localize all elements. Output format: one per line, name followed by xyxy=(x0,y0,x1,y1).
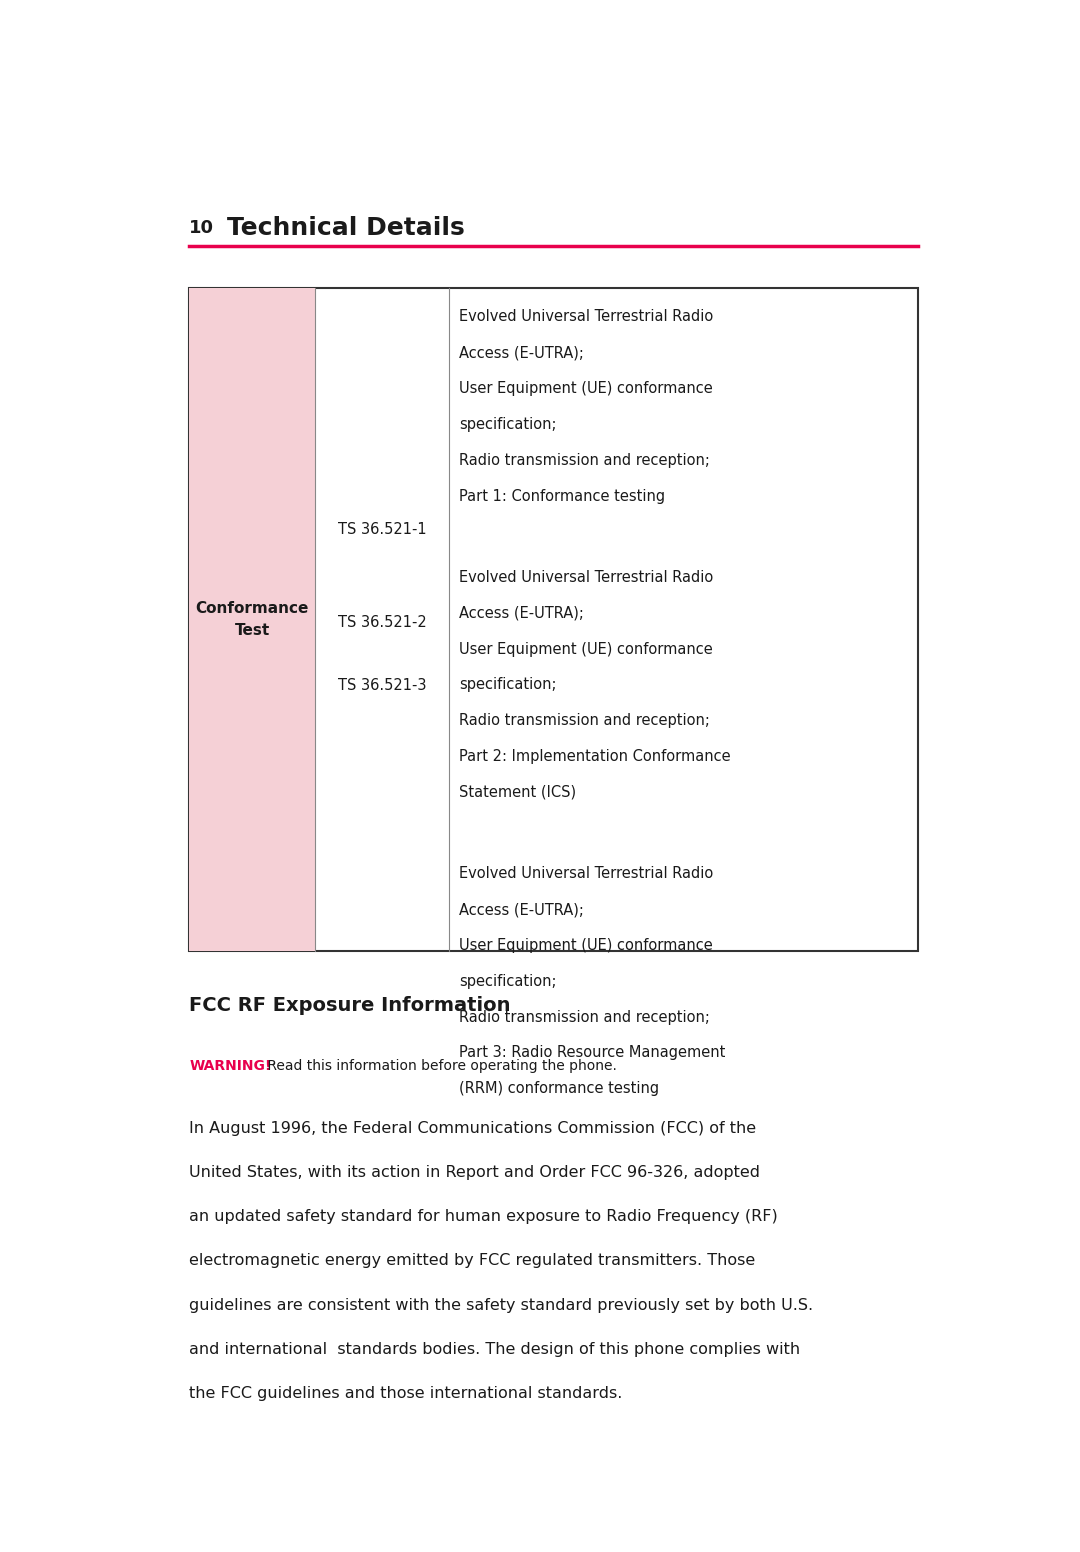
Text: Conformance
Test: Conformance Test xyxy=(195,601,309,638)
Text: and international  standards bodies. The design of this phone complies with: and international standards bodies. The … xyxy=(189,1342,800,1356)
Text: Access (E-UTRA);: Access (E-UTRA); xyxy=(459,902,584,917)
Text: WARNING!: WARNING! xyxy=(189,1058,272,1072)
Text: specification;: specification; xyxy=(459,973,556,989)
Text: the FCC guidelines and those international standards.: the FCC guidelines and those internation… xyxy=(189,1386,623,1401)
Text: Part 3: Radio Resource Management: Part 3: Radio Resource Management xyxy=(459,1046,726,1060)
Text: Part 1: Conformance testing: Part 1: Conformance testing xyxy=(459,489,665,503)
Text: Evolved Universal Terrestrial Radio: Evolved Universal Terrestrial Radio xyxy=(459,570,713,585)
Text: an updated safety standard for human exposure to Radio Frequency (RF): an updated safety standard for human exp… xyxy=(189,1209,779,1225)
Text: electromagnetic energy emitted by FCC regulated transmitters. Those: electromagnetic energy emitted by FCC re… xyxy=(189,1254,756,1268)
Text: Part 2: Implementation Conformance: Part 2: Implementation Conformance xyxy=(459,750,730,764)
Text: specification;: specification; xyxy=(459,417,556,431)
Bar xyxy=(189,287,918,951)
Text: United States, with its action in Report and Order FCC 96-326, adopted: United States, with its action in Report… xyxy=(189,1166,760,1180)
Text: Technical Details: Technical Details xyxy=(227,216,464,241)
Text: User Equipment (UE) conformance: User Equipment (UE) conformance xyxy=(459,382,713,396)
Text: TS 36.521-1: TS 36.521-1 xyxy=(338,523,427,537)
Text: Access (E-UTRA);: Access (E-UTRA); xyxy=(459,605,584,621)
Text: specification;: specification; xyxy=(459,677,556,692)
Text: Access (E-UTRA);: Access (E-UTRA); xyxy=(459,345,584,360)
Bar xyxy=(189,287,315,951)
Text: Radio transmission and reception;: Radio transmission and reception; xyxy=(459,1010,710,1024)
Text: 10: 10 xyxy=(189,219,215,237)
Text: TS 36.521-3: TS 36.521-3 xyxy=(338,678,427,694)
Text: TS 36.521-2: TS 36.521-2 xyxy=(338,615,427,630)
Text: Evolved Universal Terrestrial Radio: Evolved Universal Terrestrial Radio xyxy=(459,866,713,882)
Text: Radio transmission and reception;: Radio transmission and reception; xyxy=(459,453,710,467)
Text: Statement (ICS): Statement (ICS) xyxy=(459,785,576,799)
Text: User Equipment (UE) conformance: User Equipment (UE) conformance xyxy=(459,641,713,656)
Text: Evolved Universal Terrestrial Radio: Evolved Universal Terrestrial Radio xyxy=(459,309,713,324)
Text: guidelines are consistent with the safety standard previously set by both U.S.: guidelines are consistent with the safet… xyxy=(189,1297,813,1313)
Text: Read this information before operating the phone.: Read this information before operating t… xyxy=(264,1058,617,1072)
Text: In August 1996, the Federal Communications Commission (FCC) of the: In August 1996, the Federal Communicatio… xyxy=(189,1121,756,1136)
Text: (RRM) conformance testing: (RRM) conformance testing xyxy=(459,1082,659,1096)
Text: FCC RF Exposure Information: FCC RF Exposure Information xyxy=(189,996,511,1015)
Text: User Equipment (UE) conformance: User Equipment (UE) conformance xyxy=(459,937,713,953)
Text: Radio transmission and reception;: Radio transmission and reception; xyxy=(459,714,710,728)
